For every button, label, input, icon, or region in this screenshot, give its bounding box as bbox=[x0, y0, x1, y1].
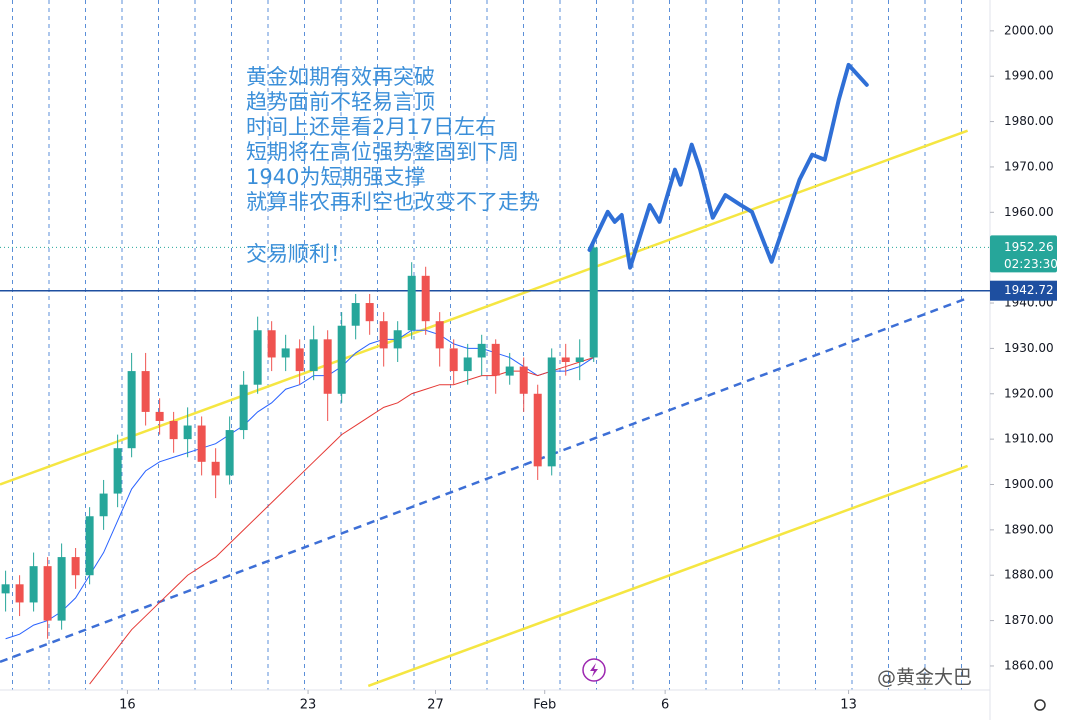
last-price-box bbox=[990, 235, 1057, 273]
candle-body bbox=[505, 366, 514, 376]
candle-body bbox=[253, 330, 262, 385]
candle-body bbox=[57, 557, 66, 621]
candle-body bbox=[295, 348, 304, 372]
candle-body bbox=[113, 448, 122, 494]
projection-sketch bbox=[587, 62, 869, 270]
y-tick-label: 1880.00 bbox=[1004, 568, 1054, 582]
candle-body bbox=[211, 461, 220, 476]
hline-price-box bbox=[990, 280, 1057, 301]
y-tick-label: 1890.00 bbox=[1004, 522, 1054, 536]
candle-body bbox=[99, 493, 108, 517]
candle-body bbox=[421, 275, 430, 322]
candle-body bbox=[407, 275, 416, 331]
plot bbox=[0, 62, 990, 688]
x-tick-label: 27 bbox=[427, 698, 444, 713]
candle-body bbox=[239, 384, 248, 431]
y-tick-label: 1920.00 bbox=[1004, 386, 1054, 400]
candle-body bbox=[435, 321, 444, 349]
annotation: 时间上还是看2月17日左右 bbox=[246, 115, 496, 139]
candle-body bbox=[575, 357, 584, 363]
annotation: 黄金如期有效再突破 bbox=[246, 65, 435, 89]
candle-body bbox=[393, 330, 402, 349]
x-tick-label: 23 bbox=[300, 698, 317, 713]
hline-price-label: 1942.72 bbox=[1004, 283, 1054, 297]
y-tick-label: 1990.00 bbox=[1004, 69, 1054, 83]
y-tick-label: 1910.00 bbox=[1004, 432, 1054, 446]
annotation: 短期将在高位强势整固到下周 bbox=[246, 140, 519, 164]
candle-body bbox=[155, 411, 164, 421]
candle-body bbox=[15, 584, 24, 603]
candle-body bbox=[589, 247, 598, 358]
candle-body bbox=[337, 325, 346, 394]
candle-body bbox=[463, 357, 472, 372]
y-tick-label: 1980.00 bbox=[1004, 114, 1054, 128]
y-tick-label: 1930.00 bbox=[1004, 341, 1054, 355]
candle-body bbox=[141, 371, 150, 412]
candle-body bbox=[85, 516, 94, 576]
trend-line bbox=[0, 129, 969, 486]
candle-body bbox=[197, 425, 206, 462]
candle-body bbox=[379, 321, 388, 349]
candle-body bbox=[29, 566, 38, 603]
x-tick-label: Feb bbox=[533, 698, 556, 713]
candle-body bbox=[225, 430, 234, 476]
candle-body bbox=[43, 566, 52, 621]
y-tick-label: 1870.00 bbox=[1004, 613, 1054, 627]
candle-body bbox=[309, 339, 318, 372]
x-tick-label: 6 bbox=[661, 698, 669, 713]
annotation: 趋势面前不轻易言顶 bbox=[246, 90, 435, 114]
candle-body bbox=[323, 339, 332, 394]
trend-line bbox=[367, 464, 969, 688]
candle-body bbox=[533, 393, 542, 467]
candle-body bbox=[1, 584, 10, 594]
y-tick-label: 1860.00 bbox=[1004, 658, 1054, 672]
candle-body bbox=[491, 343, 500, 376]
candle-body bbox=[561, 357, 570, 363]
annotation: 1940为短期强支撑 bbox=[246, 165, 425, 189]
y-tick-label: 1900.00 bbox=[1004, 477, 1054, 491]
candle-body bbox=[519, 366, 528, 394]
countdown-label: 02:23:30 bbox=[1004, 257, 1058, 271]
y-tick-label: 1970.00 bbox=[1004, 159, 1054, 173]
settings-icon[interactable] bbox=[1034, 699, 1046, 711]
candle-body bbox=[477, 343, 486, 358]
candle-body bbox=[71, 557, 80, 576]
annotation: 交易顺利！ bbox=[246, 242, 351, 266]
last-price-label: 1952.26 bbox=[1004, 240, 1054, 254]
x-tick-label: 16 bbox=[119, 698, 136, 713]
x-tick-label: 13 bbox=[840, 698, 857, 713]
candle-body bbox=[547, 357, 556, 467]
annotation: 就算非农再利空也改变不了走势 bbox=[246, 190, 540, 214]
watermark: @黄金大巴 bbox=[877, 667, 972, 689]
candle-body bbox=[281, 348, 290, 358]
candle-body bbox=[267, 330, 276, 358]
y-tick-label: 1960.00 bbox=[1004, 205, 1054, 219]
candle-body bbox=[127, 371, 136, 449]
candle-body bbox=[351, 303, 360, 326]
candle-body bbox=[183, 425, 192, 440]
candle-body bbox=[365, 303, 374, 322]
event-bolt bbox=[590, 663, 598, 677]
y-tick-label: 2000.00 bbox=[1004, 23, 1054, 37]
candle-body bbox=[169, 420, 178, 440]
candle-body bbox=[449, 348, 458, 372]
